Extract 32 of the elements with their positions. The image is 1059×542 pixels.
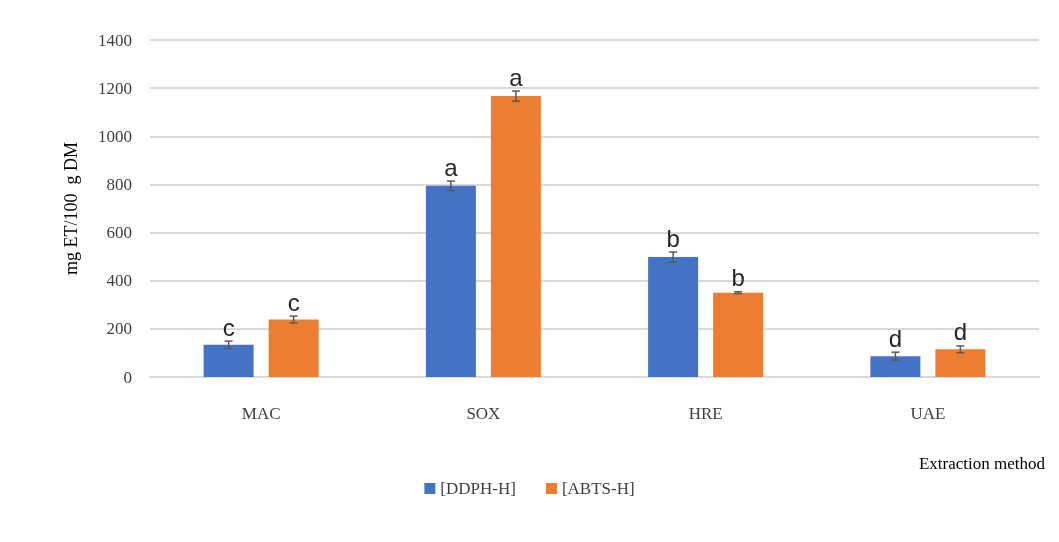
bar: [935, 349, 986, 377]
x-tick-label: SOX: [466, 404, 501, 423]
annotation: b: [666, 224, 680, 252]
x-tick-label: MAC: [241, 404, 281, 423]
y-tick-label: 1200: [98, 78, 132, 98]
x-tick-label: UAE: [910, 404, 946, 423]
bar: [490, 96, 541, 377]
y-tick-label: 1000: [98, 126, 132, 146]
bar: [203, 344, 254, 377]
bar: [648, 257, 699, 377]
y-tick-label: 600: [106, 223, 132, 243]
y-tick-label: 400: [106, 271, 132, 291]
x-axis-title: Extraction method: [918, 454, 1046, 473]
x-tick-label: HRE: [688, 404, 723, 423]
legend-label: [DDPH-H]: [440, 479, 516, 498]
bar: [870, 356, 921, 377]
bar: [425, 185, 476, 377]
annotation: a: [509, 63, 524, 91]
y-tick-label: 800: [106, 174, 132, 194]
legend-label: [ABTS-H]: [561, 479, 635, 498]
annotation: b: [731, 264, 745, 292]
annotation: a: [444, 153, 459, 181]
y-tick-label: 1400: [98, 30, 132, 50]
annotation: d: [888, 324, 903, 352]
bar: [268, 319, 319, 377]
bar: [713, 292, 764, 377]
y-axis-title: mg ET/100 g DM: [61, 142, 81, 275]
y-tick-label: 200: [106, 319, 132, 339]
annotation: c: [222, 313, 235, 341]
annotation: d: [953, 318, 968, 346]
annotation: c: [287, 288, 300, 316]
y-tick-label: 0: [123, 367, 132, 387]
